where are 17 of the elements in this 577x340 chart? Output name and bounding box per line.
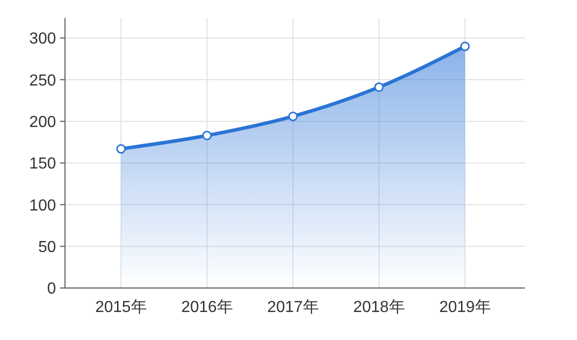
y-tick-label: 100	[29, 197, 56, 214]
point	[460, 42, 470, 52]
x-tick-label: 2018年	[353, 299, 405, 316]
x-tick-label: 2019年	[439, 299, 491, 316]
y-tick-label: 200	[29, 114, 56, 131]
x-tick-label: 2015年	[95, 299, 147, 316]
point	[116, 144, 126, 154]
y-tick-label: 250	[29, 72, 56, 90]
point	[374, 82, 384, 92]
y-tick-label: 300	[29, 30, 56, 48]
x-tick-label: 2017年	[267, 299, 319, 316]
y-tick-label: 150	[29, 156, 56, 173]
x-tick-label: 2016年	[181, 299, 233, 316]
point	[202, 130, 212, 140]
y-tick-label: 0	[47, 280, 56, 298]
y-tick-label: 50	[38, 238, 56, 256]
point	[288, 112, 298, 122]
